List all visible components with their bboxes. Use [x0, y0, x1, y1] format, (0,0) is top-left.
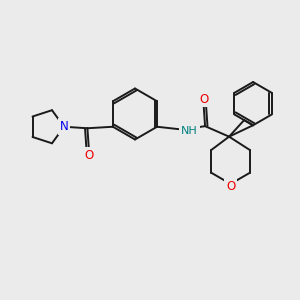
Text: O: O — [84, 149, 94, 162]
Text: O: O — [199, 93, 208, 106]
Text: NH: NH — [181, 126, 198, 136]
Text: N: N — [60, 120, 68, 133]
Text: O: O — [226, 180, 235, 194]
